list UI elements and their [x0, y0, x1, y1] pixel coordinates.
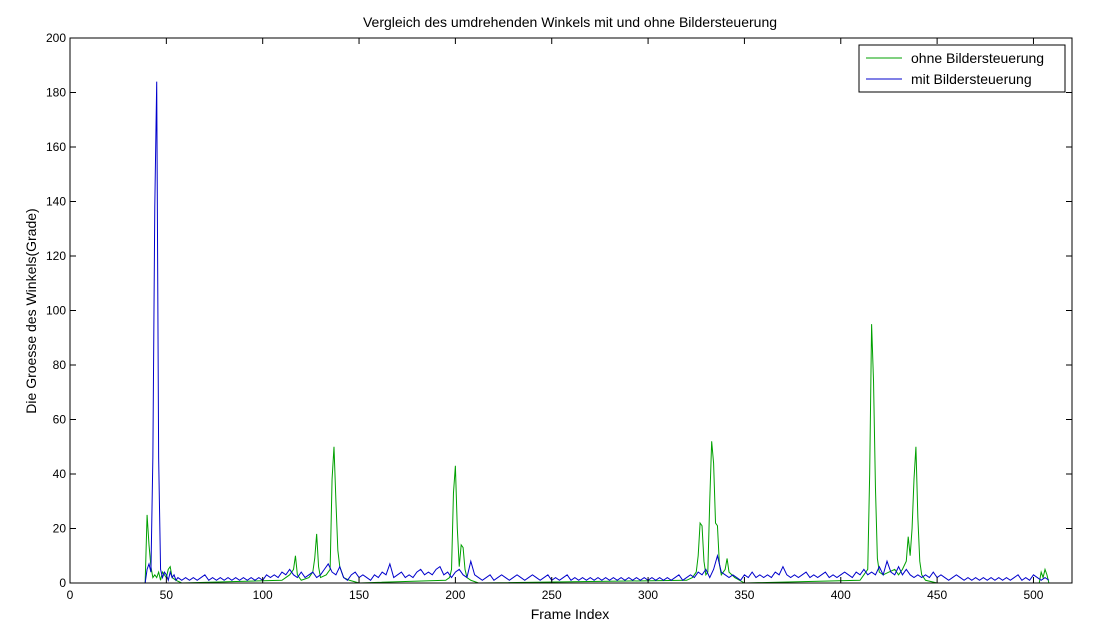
legend-label-ohne: ohne Bildersteuerung — [911, 50, 1044, 66]
y-tick-label: 20 — [53, 522, 67, 536]
y-axis-label: Die Groesse des Winkels(Grade) — [23, 208, 39, 413]
x-tick-label: 350 — [734, 588, 754, 602]
legend-label-mit: mit Bildersteuerung — [911, 71, 1032, 87]
x-tick-label: 0 — [67, 588, 74, 602]
y-tick-label: 40 — [53, 467, 67, 481]
x-tick-label: 100 — [253, 588, 273, 602]
legend: ohne Bildersteuerung mit Bildersteuerung — [858, 44, 1066, 93]
x-tick-label: 200 — [445, 588, 465, 602]
x-tick-label: 250 — [542, 588, 562, 602]
y-tick-label: 80 — [53, 358, 67, 372]
plot-frame — [69, 37, 1073, 584]
series-line-ohne — [144, 324, 1050, 584]
y-tick-label: 200 — [46, 31, 66, 45]
y-tick-label: 0 — [59, 576, 66, 590]
y-tick-label: 100 — [46, 304, 66, 318]
y-tick-label: 120 — [46, 249, 66, 263]
x-tick-label: 50 — [160, 588, 174, 602]
x-axis-label: Frame Index — [531, 606, 610, 622]
x-tick-label: 450 — [927, 588, 947, 602]
y-tick-label: 140 — [46, 195, 66, 209]
y-tick-label: 180 — [46, 86, 66, 100]
y-tick-label: 60 — [53, 413, 67, 427]
x-tick-label: 500 — [1023, 588, 1043, 602]
legend-box — [858, 44, 1066, 93]
y-tick-label: 160 — [46, 140, 66, 154]
series-line-mit — [144, 81, 1050, 584]
x-tick-label: 300 — [638, 588, 658, 602]
x-tick-label: 400 — [831, 588, 851, 602]
x-tick-label: 150 — [349, 588, 369, 602]
chart-title: Vergleich des umdrehenden Winkels mit un… — [363, 14, 777, 30]
